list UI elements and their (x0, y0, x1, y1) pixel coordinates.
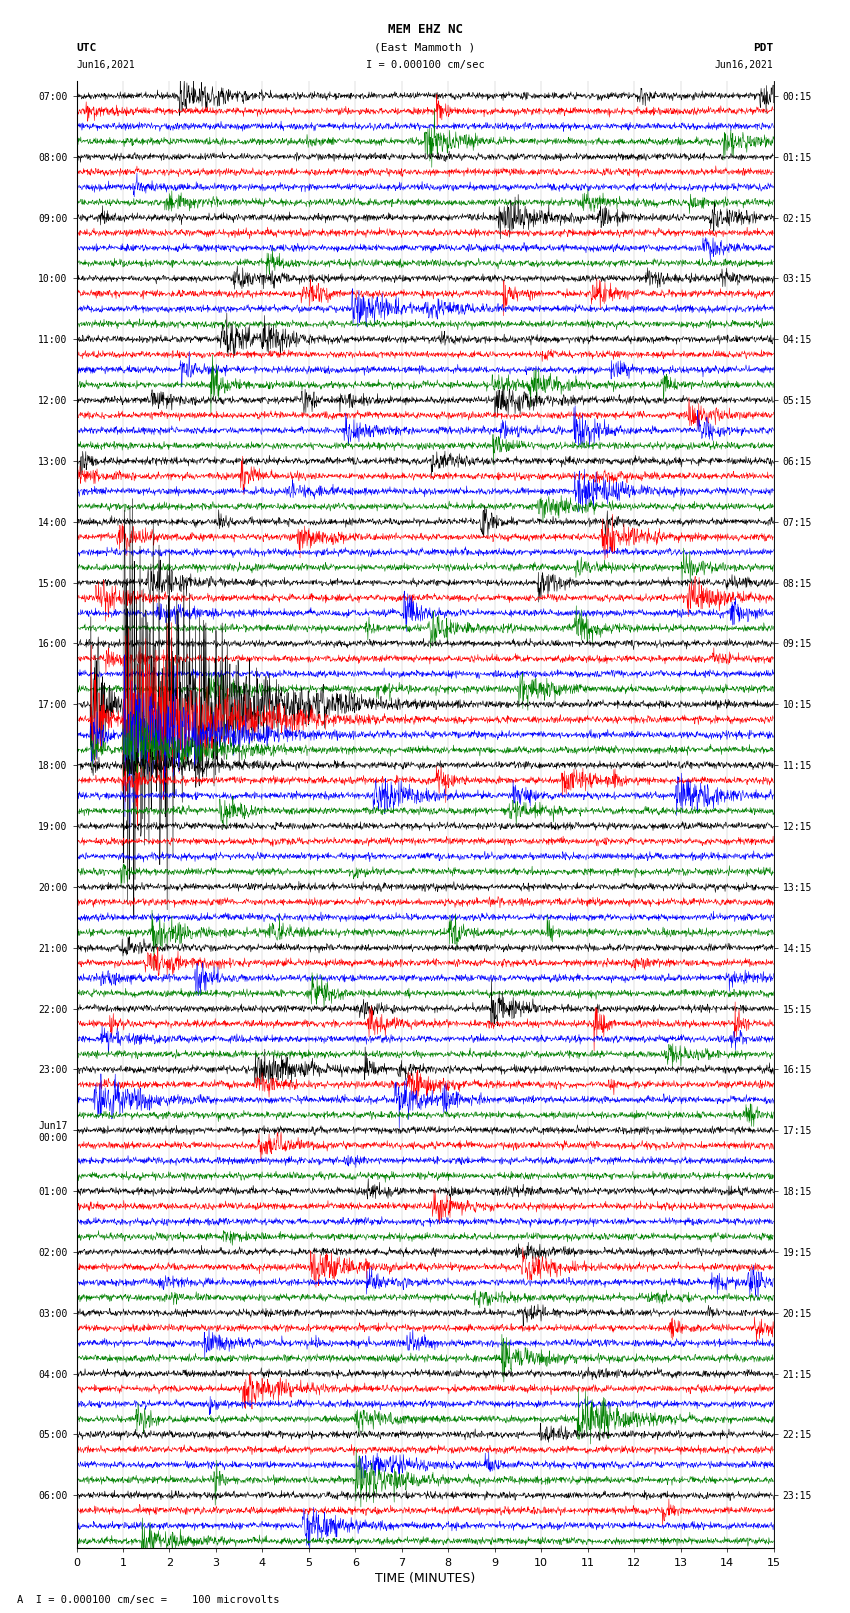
X-axis label: TIME (MINUTES): TIME (MINUTES) (375, 1571, 475, 1584)
Text: A  I = 0.000100 cm/sec =    100 microvolts: A I = 0.000100 cm/sec = 100 microvolts (17, 1595, 280, 1605)
Text: I = 0.000100 cm/sec: I = 0.000100 cm/sec (366, 60, 484, 69)
Text: (East Mammoth ): (East Mammoth ) (374, 44, 476, 53)
Text: UTC: UTC (76, 44, 97, 53)
Text: Jun16,2021: Jun16,2021 (76, 60, 135, 69)
Text: PDT: PDT (753, 44, 774, 53)
Text: MEM EHZ NC: MEM EHZ NC (388, 23, 462, 35)
Text: Jun16,2021: Jun16,2021 (715, 60, 774, 69)
